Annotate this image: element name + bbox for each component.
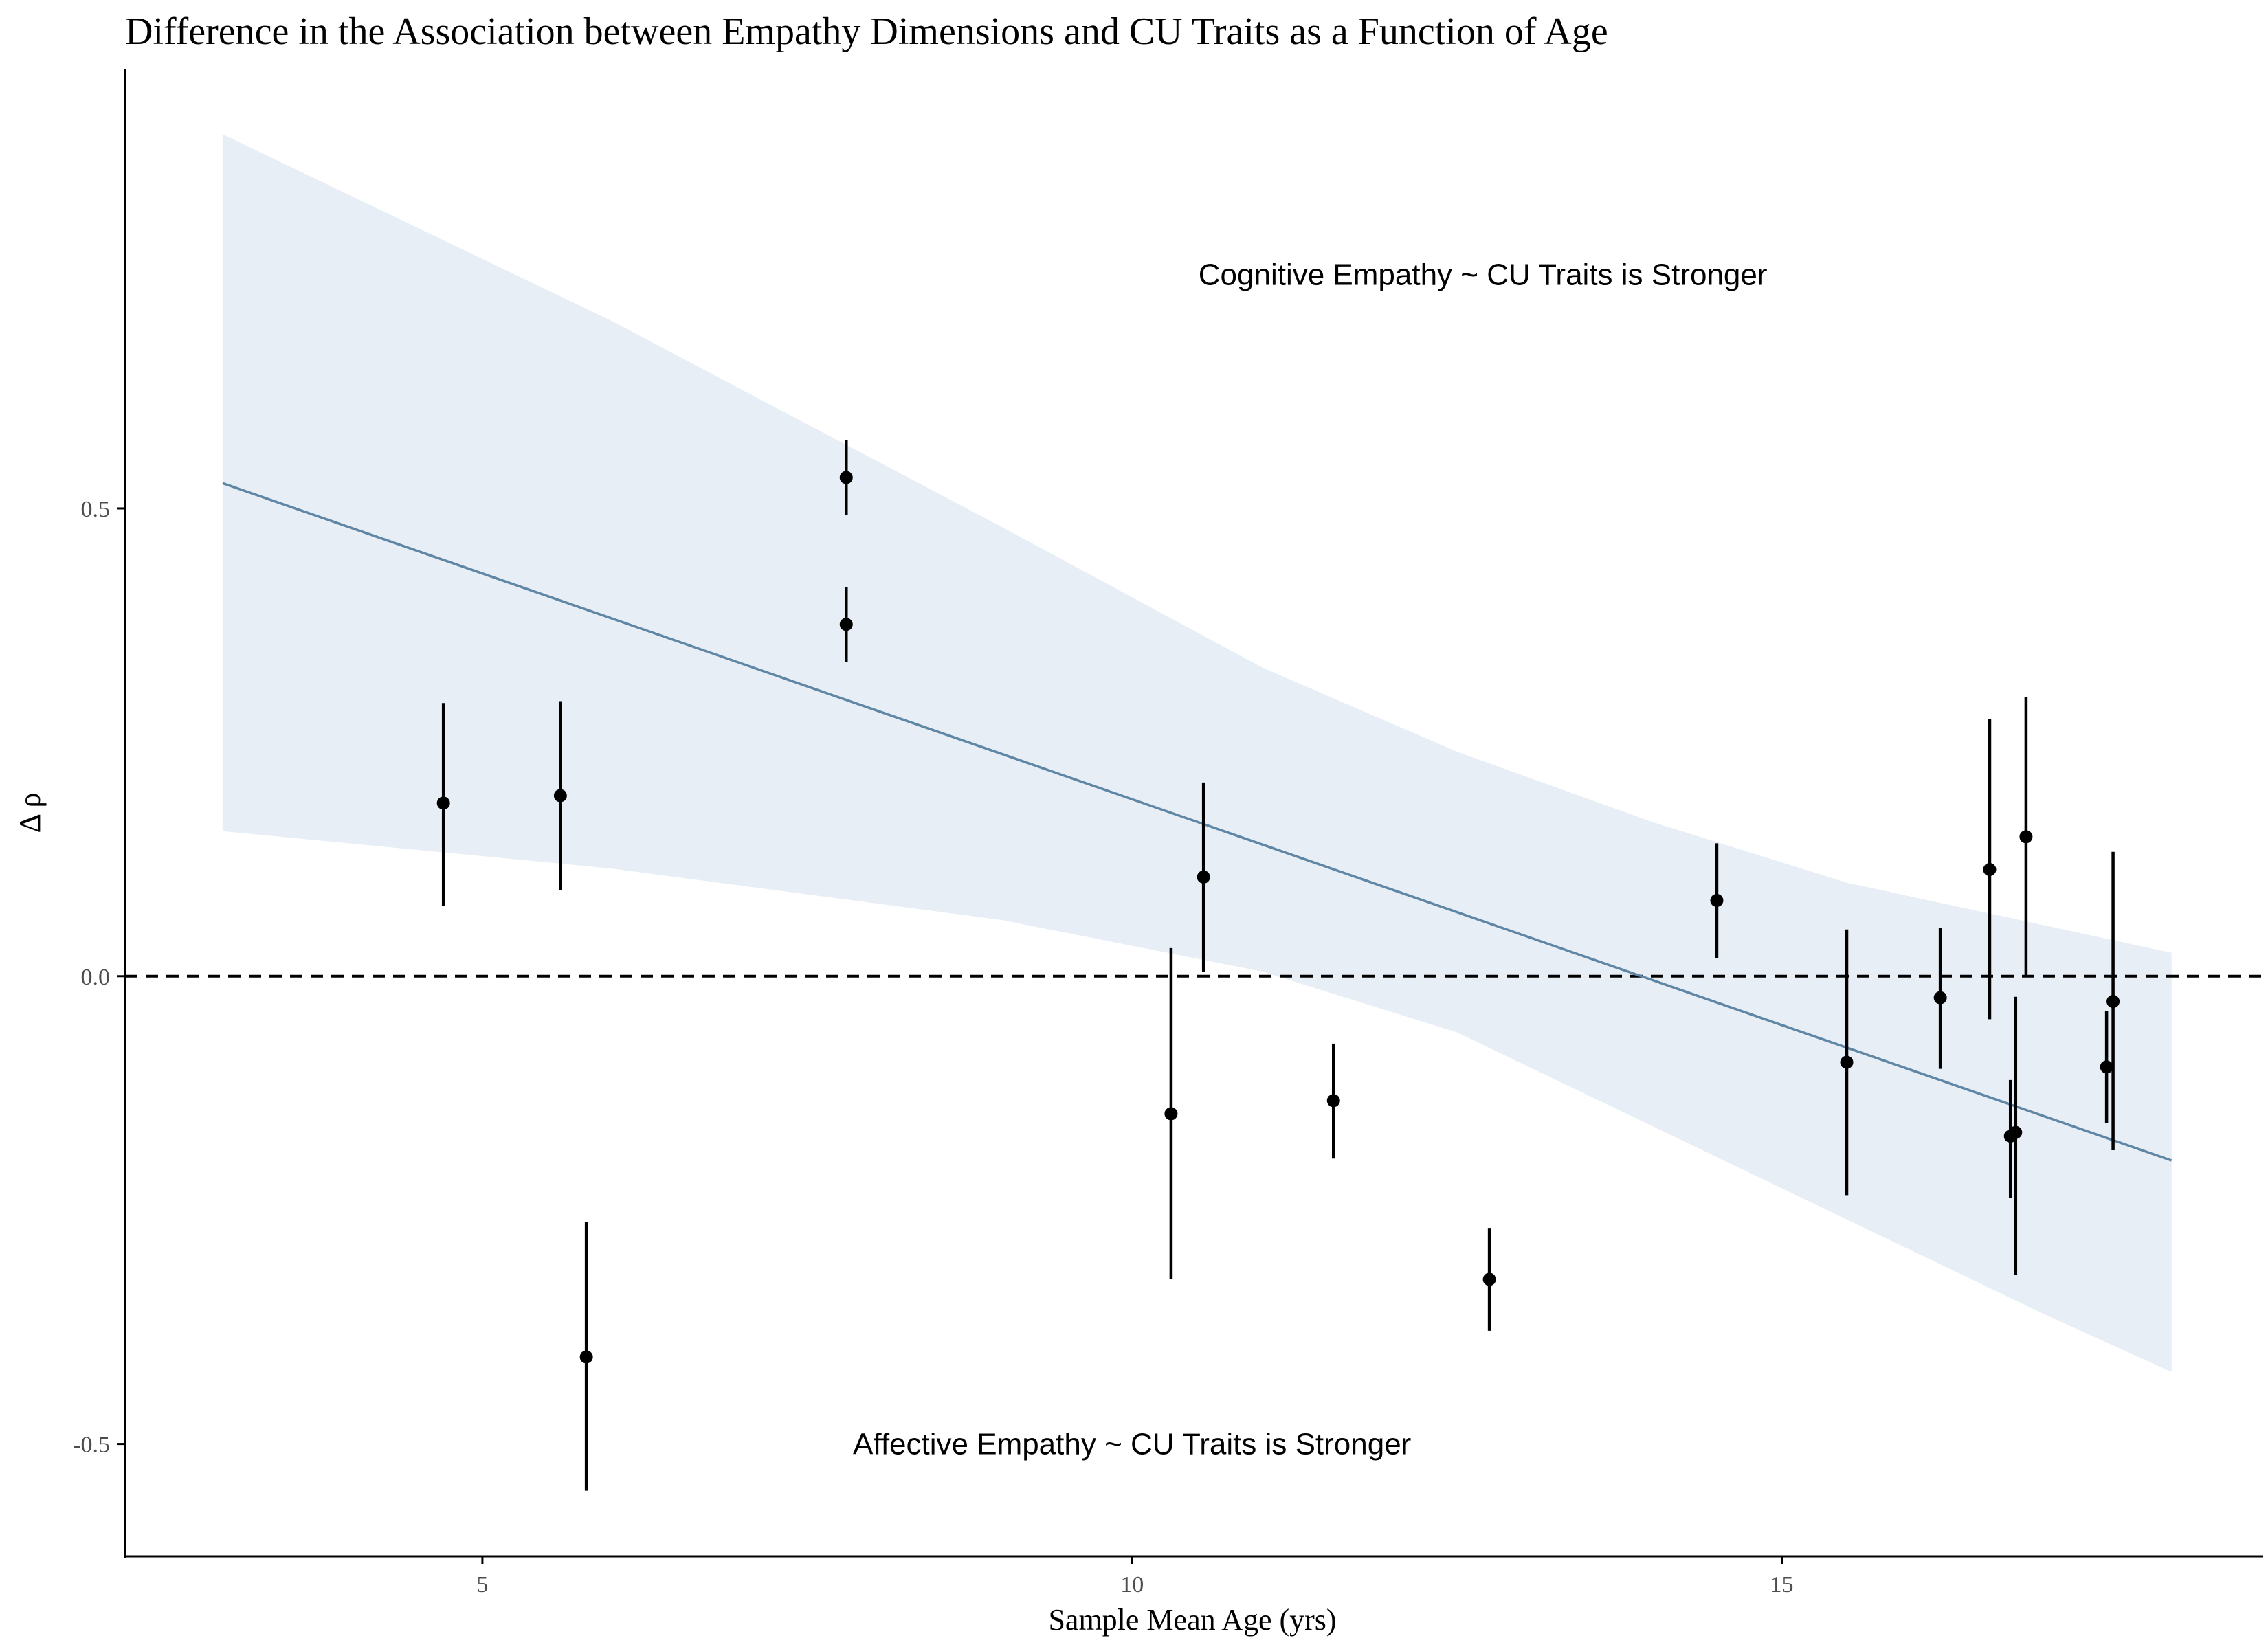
x-axis-label: Sample Mean Age (yrs) — [1048, 1603, 1336, 1637]
data-points-layer — [436, 440, 2120, 1491]
data-point — [1164, 1107, 1178, 1121]
data-point-group — [553, 701, 567, 890]
data-point — [839, 618, 853, 631]
data-point — [839, 471, 853, 484]
y-axis-label: Δ ρ — [13, 793, 47, 833]
data-point — [1482, 1272, 1496, 1286]
data-point-group — [1840, 929, 1854, 1196]
data-point — [1326, 1094, 1340, 1108]
annotation-text: Affective Empathy ~ CU Traits is Stronge… — [853, 1428, 1411, 1461]
confidence-band-layer — [222, 134, 2172, 1372]
axes-layer: 5 10 15 -0.5 0.0 0.5 — [73, 69, 2263, 1597]
x-tick-label: 15 — [1770, 1572, 1793, 1597]
data-point-group — [839, 440, 853, 515]
data-point-group — [579, 1222, 593, 1491]
y-tick-label: 0.5 — [81, 497, 111, 522]
data-point-group — [1933, 927, 1947, 1069]
data-point — [1710, 893, 1724, 907]
data-point-group — [2019, 697, 2033, 976]
data-point-group — [2100, 1011, 2113, 1123]
data-point-group — [2009, 996, 2023, 1275]
x-tick-label: 5 — [476, 1572, 488, 1597]
data-point — [2019, 830, 2033, 844]
data-point-group — [1197, 782, 1210, 972]
data-point — [579, 1350, 593, 1364]
data-point-group — [1326, 1043, 1340, 1159]
data-point — [1197, 870, 1210, 884]
chart-title: Difference in the Association between Em… — [125, 10, 1608, 53]
data-point-group — [839, 587, 853, 662]
x-tick-label: 10 — [1120, 1572, 1144, 1597]
data-point — [2100, 1060, 2113, 1074]
data-point-group — [436, 703, 450, 906]
data-point — [2009, 1125, 2023, 1139]
data-point-group — [1164, 947, 1178, 1279]
data-point — [1983, 863, 1997, 877]
data-point-group — [1983, 719, 1997, 1020]
data-point — [1933, 991, 1947, 1005]
data-point — [436, 796, 450, 810]
y-tick-label: 0.0 — [81, 965, 111, 990]
data-point-group — [2106, 851, 2120, 1151]
data-point — [1840, 1055, 1854, 1069]
data-point — [553, 789, 567, 803]
data-point-group — [1482, 1228, 1496, 1331]
data-point — [2106, 995, 2120, 1009]
data-point-group — [1710, 843, 1724, 958]
annotation-text: Cognitive Empathy ~ CU Traits is Stronge… — [1199, 258, 1768, 292]
confidence-band — [222, 134, 2172, 1372]
y-tick-label: -0.5 — [73, 1433, 110, 1458]
annotations-layer: Cognitive Empathy ~ CU Traits is Stronge… — [853, 258, 1767, 1461]
